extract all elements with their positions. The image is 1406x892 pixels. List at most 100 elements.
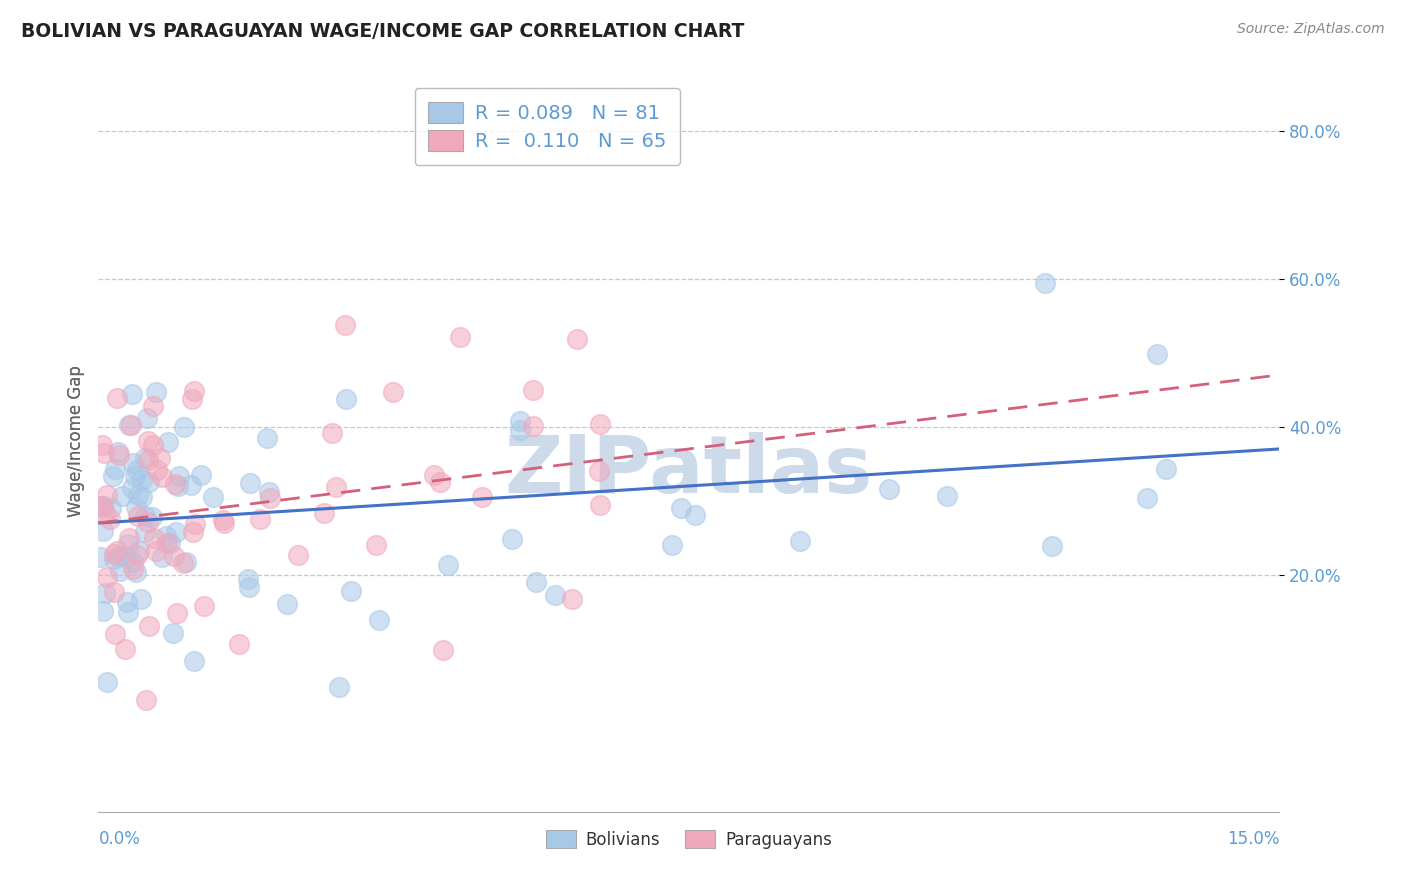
Point xyxy=(138,619,160,633)
Point xyxy=(138,475,160,490)
Point xyxy=(328,681,350,695)
Point xyxy=(103,551,125,566)
Point xyxy=(150,470,173,484)
Point xyxy=(104,627,127,641)
Point xyxy=(165,477,187,491)
Point xyxy=(169,469,191,483)
Point xyxy=(312,506,335,520)
Point xyxy=(121,482,143,496)
Point xyxy=(89,500,111,514)
Point xyxy=(1033,276,1056,290)
Point xyxy=(166,606,188,620)
Point xyxy=(1146,347,1168,361)
Point xyxy=(432,643,454,657)
Point xyxy=(183,655,205,669)
Point xyxy=(238,580,260,594)
Point xyxy=(138,515,160,529)
Point xyxy=(212,513,235,527)
Point xyxy=(172,556,194,570)
Point xyxy=(501,532,523,546)
Point xyxy=(90,499,112,513)
Point xyxy=(429,475,451,489)
Point xyxy=(93,604,115,618)
Point xyxy=(335,318,357,332)
Point xyxy=(190,467,212,482)
Point xyxy=(156,536,179,550)
Point xyxy=(121,562,143,576)
Point xyxy=(117,605,139,619)
Point xyxy=(567,332,589,346)
Point xyxy=(108,564,131,578)
Point xyxy=(98,512,121,526)
Point xyxy=(202,491,225,505)
Point xyxy=(122,456,145,470)
Point xyxy=(93,446,115,460)
Point xyxy=(239,476,262,491)
Point xyxy=(127,463,149,477)
Point xyxy=(91,524,114,538)
Point xyxy=(120,418,142,433)
Point xyxy=(107,445,129,459)
Point xyxy=(131,490,153,504)
Point xyxy=(149,451,172,466)
Point xyxy=(471,490,494,504)
Text: 0.0%: 0.0% xyxy=(98,830,141,848)
Point xyxy=(129,591,152,606)
Point xyxy=(146,463,169,477)
Point xyxy=(96,570,118,584)
Point xyxy=(449,330,471,344)
Point xyxy=(522,419,544,434)
Point xyxy=(114,642,136,657)
Point xyxy=(89,549,111,564)
Point xyxy=(125,500,148,515)
Point xyxy=(111,489,134,503)
Point xyxy=(135,693,157,707)
Point xyxy=(249,512,271,526)
Point xyxy=(366,538,388,552)
Point xyxy=(228,637,250,651)
Point xyxy=(661,538,683,552)
Point xyxy=(118,531,141,545)
Point xyxy=(134,508,156,523)
Point xyxy=(90,437,112,451)
Point xyxy=(524,574,547,589)
Point xyxy=(136,452,159,467)
Point xyxy=(136,410,159,425)
Point xyxy=(163,549,186,564)
Point xyxy=(124,468,146,483)
Point xyxy=(287,548,309,562)
Point xyxy=(509,423,531,437)
Text: Source: ZipAtlas.com: Source: ZipAtlas.com xyxy=(1237,22,1385,37)
Point xyxy=(142,399,165,413)
Point xyxy=(103,585,125,599)
Point xyxy=(150,549,173,564)
Point xyxy=(125,548,148,562)
Point xyxy=(101,468,124,483)
Point xyxy=(184,516,207,531)
Point xyxy=(91,499,114,513)
Point xyxy=(103,548,125,562)
Point xyxy=(422,468,444,483)
Point xyxy=(96,487,118,501)
Point xyxy=(789,534,811,549)
Point xyxy=(165,525,187,540)
Point xyxy=(183,384,205,399)
Point xyxy=(335,392,357,406)
Text: ZIPatlas: ZIPatlas xyxy=(505,432,873,510)
Point xyxy=(128,544,150,558)
Point xyxy=(136,434,159,448)
Point xyxy=(125,566,148,580)
Point xyxy=(115,549,138,564)
Point xyxy=(162,626,184,640)
Point xyxy=(340,584,363,599)
Point xyxy=(522,384,544,398)
Point xyxy=(589,498,612,512)
Point xyxy=(131,473,153,487)
Point xyxy=(115,595,138,609)
Point xyxy=(256,431,278,445)
Point xyxy=(174,555,197,569)
Point xyxy=(325,480,347,494)
Y-axis label: Wage/Income Gap: Wage/Income Gap xyxy=(66,366,84,517)
Point xyxy=(134,451,156,466)
Point xyxy=(93,506,115,520)
